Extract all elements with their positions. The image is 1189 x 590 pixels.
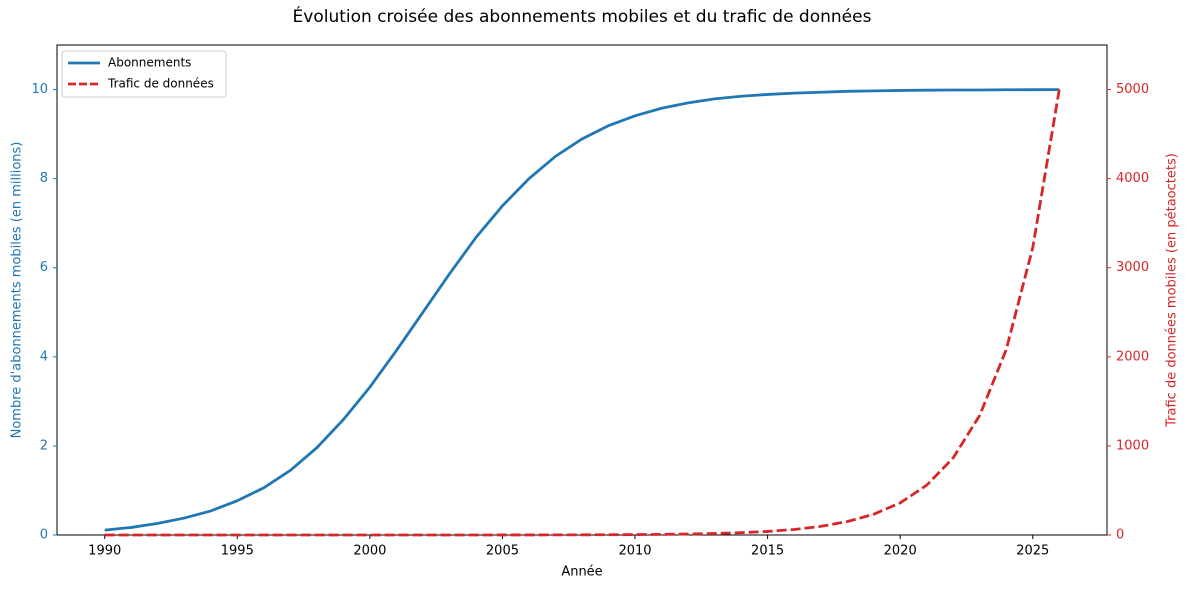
chart-title: Évolution croisée des abonnements mobile…	[293, 5, 872, 27]
y2-tick-label: 5000	[1116, 82, 1149, 97]
y-tick-label: 6	[40, 260, 48, 275]
x-tick-label: 2025	[1016, 544, 1049, 559]
y2-axis-label: Trafic de données mobiles (en pétaoctets…	[1165, 153, 1180, 428]
x-axis-label: Année	[561, 565, 602, 580]
y2-tick-label: 1000	[1116, 438, 1149, 453]
legend-text: Trafic de données	[107, 77, 214, 91]
y-tick-label: 0	[40, 528, 48, 543]
y2-tick-label: 2000	[1116, 349, 1149, 364]
x-tick-label: 2000	[353, 544, 386, 559]
x-tick-label: 1995	[221, 544, 254, 559]
plot-frame	[56, 44, 1108, 536]
y-axis-label: Nombre d'abonnements mobiles (en million…	[10, 142, 25, 439]
series-line	[104, 89, 1061, 537]
series-line	[104, 88, 1060, 532]
legend: Abonnements Trafic de données	[61, 50, 227, 98]
legend-box	[61, 50, 227, 98]
y-tick-label: 4	[40, 349, 48, 364]
x-tick-label: 1990	[88, 544, 121, 559]
y2-tick-label: 4000	[1116, 171, 1149, 186]
y-tick-label: 10	[31, 82, 48, 97]
y2-tick-label: 0	[1116, 528, 1124, 543]
y2-tick-label: 3000	[1116, 260, 1149, 275]
y-tick-label: 8	[40, 171, 48, 186]
x-tick-label: 2010	[618, 544, 651, 559]
x-tick-label: 2005	[486, 544, 519, 559]
x-tick-label: 2020	[884, 544, 917, 559]
y-tick-label: 2	[40, 438, 48, 453]
legend-text: Abonnements	[108, 56, 191, 70]
x-tick-label: 2015	[751, 544, 784, 559]
